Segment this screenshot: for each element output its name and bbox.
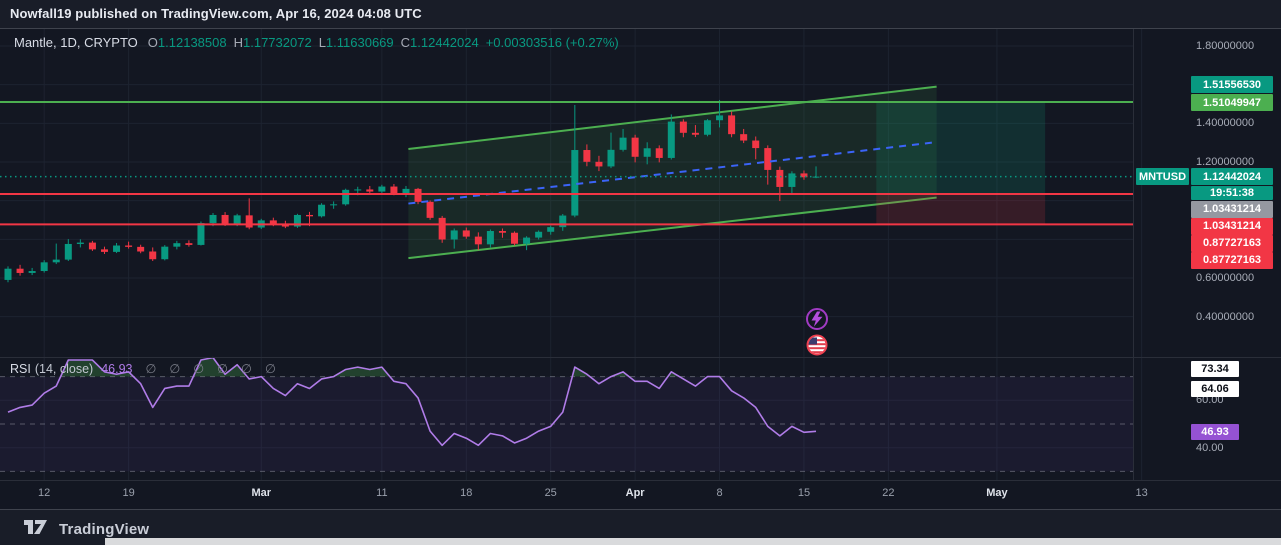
rsi-line [7, 356, 817, 447]
price-axis-separator [1133, 29, 1134, 481]
event-markers[interactable] [806, 308, 828, 356]
horizontal-line-drawings[interactable] [0, 100, 1133, 226]
snapshot-title: Nowfall19 published on TradingView.com, … [10, 6, 422, 21]
tradingview-logo-icon[interactable] [24, 518, 51, 540]
channel-midline[interactable] [408, 141, 937, 205]
candlestick-series [4, 99, 820, 283]
bottom-strip [105, 538, 1281, 545]
tradingview-brand[interactable]: TradingView [59, 520, 150, 538]
us-flag-event-icon[interactable] [806, 334, 828, 356]
lightning-event-icon[interactable] [806, 308, 828, 330]
pane-separator-time-axis[interactable] [0, 480, 1281, 481]
chart-widget-background [0, 28, 1281, 510]
long-position-drawing[interactable] [876, 101, 1046, 225]
rsi-overbought-fill [60, 358, 680, 377]
pane-separator-rsi[interactable] [0, 357, 1281, 358]
snapshot-footer: TradingView [24, 518, 149, 540]
snapshot-titlebar: Nowfall19 published on TradingView.com, … [10, 6, 422, 21]
rsi-band-lines [0, 376, 1133, 472]
